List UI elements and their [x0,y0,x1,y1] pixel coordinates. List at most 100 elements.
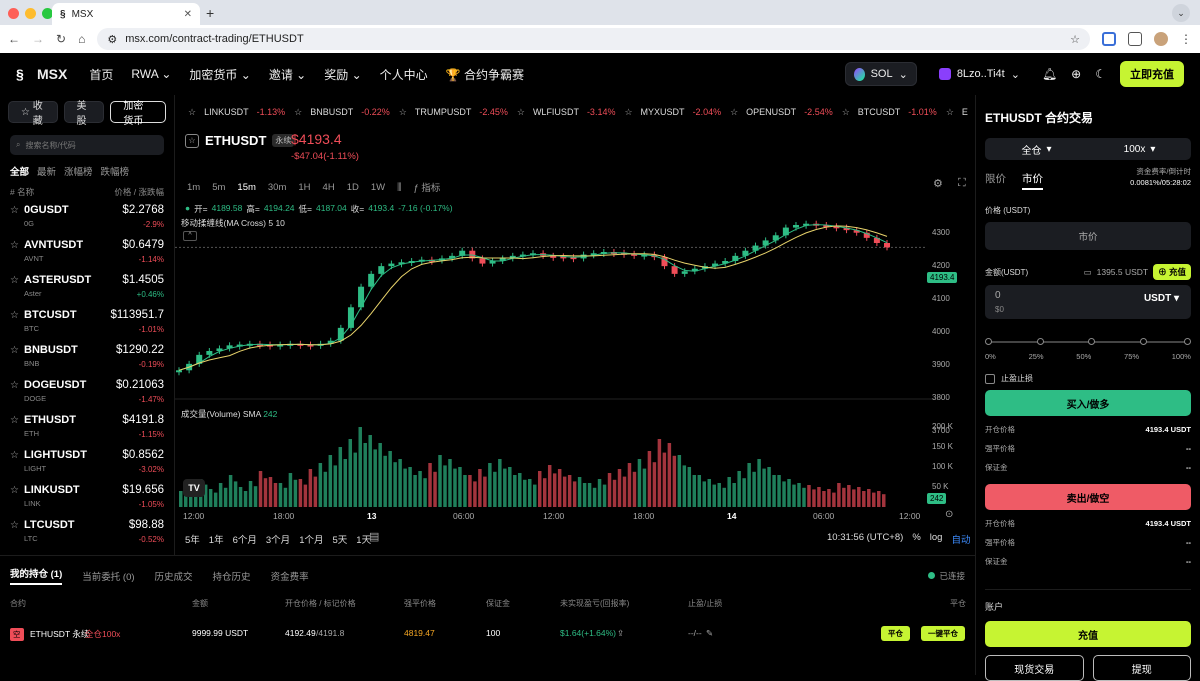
share-icon[interactable]: ⇪ [617,628,625,638]
amount-input[interactable]: 0 $0 USDT ▾ [985,285,1191,319]
close-tab-icon[interactable]: ✕ [183,8,192,20]
price-input[interactable]: 市价 [985,222,1191,250]
filter-latest[interactable]: 最新 [37,167,57,178]
nav-rewards[interactable]: 奖励 ⌄ [324,67,362,82]
list-item[interactable]: ☆ ASTERUSDT Aster $1.4505 +0.46% [0,268,174,303]
nav-crypto[interactable]: 加密货币 ⌄ [189,67,251,82]
buy-long-button[interactable]: 买入/做多 [985,390,1191,416]
tpsl-checkbox[interactable] [985,373,995,384]
tab-funding-rate[interactable]: 资金费率 [270,571,309,583]
tpsl-checkbox-row[interactable]: 止盈止损 [985,373,1191,384]
close-all-button[interactable]: 一键平仓 [921,626,965,641]
timeframe-4H[interactable]: 4H [322,181,335,193]
moon-icon[interactable]: ☾ [1095,67,1106,81]
deposit-button[interactable]: 充值 [985,621,1191,647]
browser-menu-icon[interactable]: ⋮ [1180,32,1192,46]
amount-unit-dropdown[interactable]: USDT ▾ [1143,293,1179,304]
nav-rwa[interactable]: RWA ⌄ [131,67,172,81]
favorite-star-icon[interactable]: ☆ [10,345,19,356]
list-item[interactable]: ☆ 0GUSDT 0G $2.2768 -2.9% [0,198,174,233]
profile-avatar[interactable] [1154,32,1168,46]
timeframe-1W[interactable]: 1W [370,181,386,193]
close-position-button[interactable]: 平仓 [881,626,910,641]
favorite-star-icon[interactable]: ☆ [10,240,19,251]
period-option[interactable]: 5年 [185,535,200,546]
nav-home[interactable]: 首页 [89,67,114,82]
timeframe-30m[interactable]: 30m [267,181,287,193]
slider-stop-75[interactable] [1139,338,1147,345]
extensions-puzzle-icon[interactable] [1128,32,1142,46]
timeframe-1D[interactable]: 1D [346,181,359,193]
period-option[interactable]: 5天 [332,535,348,546]
tab-crypto[interactable]: 加密货币 [110,101,166,127]
favorite-star-icon[interactable]: ☆ [10,485,19,496]
nav-contest[interactable]: 🏆 合约争霸赛 [445,67,524,82]
ticker-item[interactable]: ☆ MYXUSDT -2.04% [624,107,721,118]
reload-icon[interactable]: ↻ [56,32,67,46]
auto-scale-toggle[interactable]: 自动 [951,535,971,546]
recharge-button[interactable]: ⊕ 充值 [1153,264,1191,280]
candle-type-icon[interactable]: ⫼ [397,181,402,193]
collapse-indicators-icon[interactable]: ^ [183,231,197,241]
list-item[interactable]: ☆ BNBUSDT BNB $1290.22 -0.19% [0,338,174,373]
filter-losers[interactable]: 跌幅榜 [100,167,130,178]
calendar-icon[interactable]: ▤ [369,531,380,543]
sell-short-button[interactable]: 卖出/做空 [985,484,1191,510]
tab-open-orders[interactable]: 当前委托 (0) [82,571,135,583]
ticker-item[interactable]: ☆ OPENUSDT -2.54% [730,107,833,118]
favorite-star-icon[interactable]: ☆ [10,310,19,321]
favorite-star-icon[interactable]: ☆ [10,380,19,391]
maximize-window-button[interactable] [42,8,53,19]
tab-trade-history[interactable]: 历史成交 [154,571,193,583]
market-search-input[interactable]: ⌕ 搜索名称/代码 [10,135,164,155]
tab-search-icon[interactable]: ⌄ [1172,4,1190,22]
bookmark-star-icon[interactable]: ☆ [1070,33,1080,46]
tab-limit[interactable]: 限价 [985,173,1006,185]
list-item[interactable]: ☆ ETHUSDT ETH $4191.8 -1.15% [0,408,174,443]
extension-icon[interactable] [1102,32,1116,46]
period-option[interactable]: 3个月 [265,535,291,546]
period-option[interactable]: 1天 [356,535,372,546]
timeframe-1m[interactable]: 1m [187,181,201,193]
ticker-item[interactable]: ☆ LINKUSDT -1.13% [188,107,285,118]
fullscreen-icon[interactable]: ⛶ [958,177,966,189]
deposit-now-button[interactable]: 立即充值 [1120,61,1184,87]
percent-scale-toggle[interactable]: % [912,532,921,543]
tab-market[interactable]: 市价 [1022,171,1043,190]
ticker-item[interactable]: ☆ BTCUSDT -1.01% [842,107,937,118]
period-option[interactable]: 1个月 [299,535,324,546]
new-tab-button[interactable]: + [206,5,215,21]
withdraw-button[interactable]: 提现 [1092,655,1191,681]
period-option[interactable]: 1年 [208,535,224,546]
slider-stop-0[interactable] [985,338,992,345]
ticker-item[interactable]: ☆ TRUMPUSDT -2.45% [399,107,508,118]
nav-profile[interactable]: 个人中心 [379,67,428,82]
favorite-star-icon[interactable]: ☆ [10,520,19,531]
tab-us-stocks[interactable]: 美股 [63,101,105,127]
site-info-icon[interactable]: ⚙ [107,33,118,46]
home-icon[interactable]: ⌂ [78,32,86,46]
filter-gainers[interactable]: 涨幅榜 [64,167,93,178]
favorite-star-icon[interactable]: ☆ [10,450,19,461]
ticker-item[interactable]: ☆ WLFIUSDT -3.14% [517,107,616,118]
list-item[interactable]: ☆ LINKUSDT LINK $19.656 -1.05% [0,478,174,513]
price-chart-svg[interactable] [175,127,935,507]
indicators-button[interactable]: ƒ 指标 [413,180,440,194]
timeframe-15m[interactable]: 15m [237,181,256,193]
bell-icon[interactable]: 🔔︎ [1041,67,1058,81]
favorite-star-icon[interactable]: ☆ [10,205,19,216]
tab-favorites[interactable]: ☆ 收藏 [8,101,58,127]
tab-my-positions[interactable]: 我的持仓 (1) [10,566,63,585]
tab-position-history[interactable]: 持仓历史 [212,571,251,583]
back-icon[interactable]: ← [8,32,20,46]
slider-stop-50[interactable] [1088,338,1095,345]
ticker-item[interactable]: ☆ ETHU [946,107,968,118]
leverage-dropdown[interactable]: 100x ▾ [1123,143,1156,155]
filter-all[interactable]: 全部 [10,167,30,178]
timeframe-5m[interactable]: 5m [212,181,226,193]
list-item[interactable]: ☆ DOGEUSDT DOGE $0.21063 -1.47% [0,373,174,408]
list-item[interactable]: ☆ BTCUSDT BTC $113951.7 -1.01% [0,303,174,338]
close-window-button[interactable] [8,8,19,19]
browser-tab[interactable]: § MSX ✕ [52,3,200,25]
nav-invite[interactable]: 邀请 ⌄ [268,67,307,82]
